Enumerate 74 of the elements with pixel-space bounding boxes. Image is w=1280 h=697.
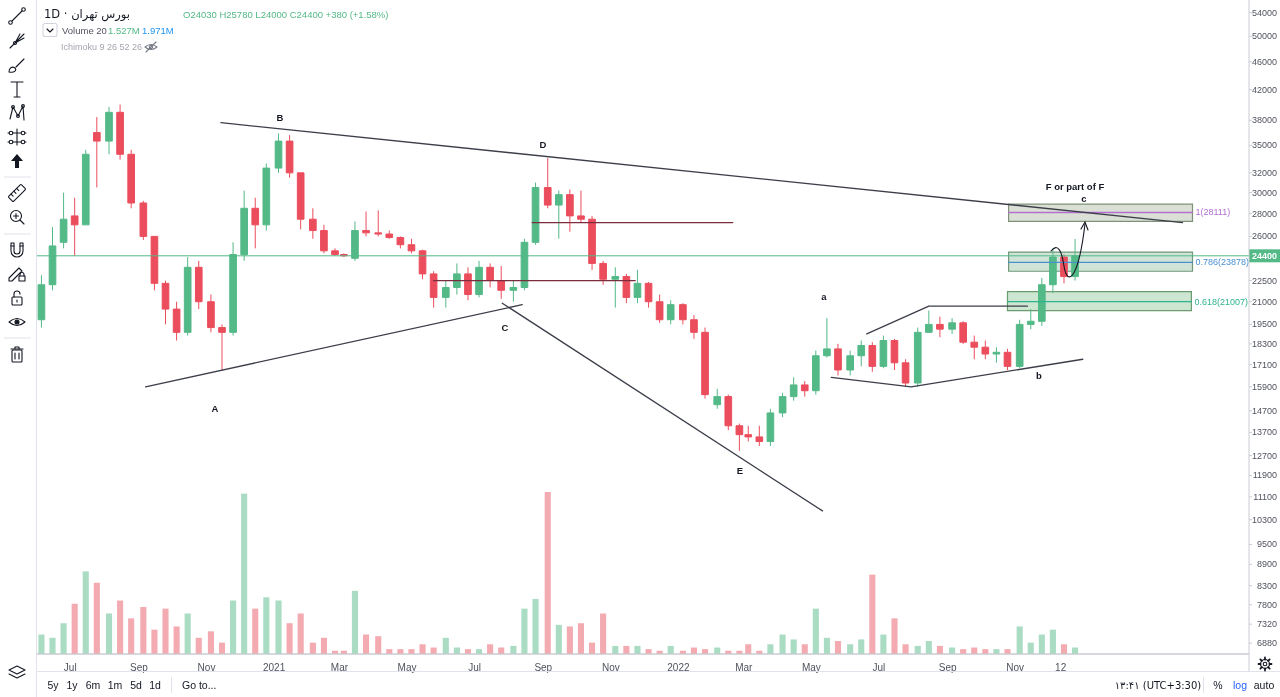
text: 1m [107, 679, 123, 691]
y-tick-label: 18300 [1251, 338, 1277, 349]
y-tick-label: 50000 [1251, 31, 1277, 42]
text: 1d [149, 679, 161, 691]
y-tick-label: 21000 [1251, 296, 1277, 307]
y-tick-label: 6880 [1256, 638, 1277, 649]
y-tick-label: 12700 [1251, 450, 1277, 461]
x-tick-label: Nov [197, 661, 216, 673]
x-tick-label: Jul [468, 661, 481, 673]
y-tick-label: 9500 [1256, 539, 1277, 550]
y-tick-label: 35000 [1251, 140, 1277, 151]
x-tick-label: May [397, 661, 417, 673]
text: log [1232, 679, 1248, 691]
x-tick-label: Sep [130, 661, 149, 673]
x-tick-label: Jul [63, 661, 77, 673]
annotation: D [539, 138, 547, 150]
text: 5d [130, 679, 142, 691]
annotation: b [1036, 369, 1043, 381]
x-tick-label: 2021 [262, 661, 286, 673]
text: O24030 H25780 L24000 C24400 +380 (+1.58%) [183, 8, 389, 20]
y-tick-label: 42000 [1251, 84, 1277, 95]
text: 1y [66, 679, 79, 691]
x-tick-label: Mar [735, 661, 754, 673]
x-tick-label: Nov [1006, 661, 1025, 673]
y-tick-label: 22500 [1251, 275, 1277, 286]
y-tick-label: 7320 [1256, 619, 1277, 630]
annotation: E [736, 464, 744, 476]
series-label: 0.786(23878) [1195, 257, 1250, 268]
text: ۱۳:۴۱ (UTC+3:30) [1114, 679, 1202, 691]
x-tick-label: Jul [872, 661, 886, 673]
y-tick-label: 19500 [1251, 319, 1277, 330]
text: 5y [47, 679, 60, 691]
y-tick-label: 8300 [1256, 580, 1277, 591]
text: % [1213, 679, 1223, 691]
annotation: Ichimoku 9 26 52 26 [61, 42, 143, 52]
annotation: B [276, 111, 284, 123]
text: auto [1253, 679, 1275, 691]
annotation: F or part of F [1045, 180, 1105, 192]
y-tick-label: 30000 [1251, 187, 1277, 198]
y-tick-label: 46000 [1251, 56, 1277, 67]
series-label: 1(28111) [1195, 207, 1231, 218]
x-tick-label: 2022 [667, 661, 691, 673]
annotation: a [821, 290, 828, 302]
annotation: C [501, 321, 509, 333]
y-tick-label: 54000 [1251, 7, 1277, 18]
x-tick-label: Sep [938, 661, 957, 673]
annotation: A [211, 402, 219, 414]
series-label: 0.618(21007) [1194, 296, 1248, 307]
x-tick-label: 12 [1055, 661, 1067, 673]
ref-line-label: 24400 [1251, 250, 1278, 261]
text: Go to... [182, 679, 217, 691]
y-tick-label: 38000 [1251, 115, 1277, 126]
y-tick-label: 32000 [1251, 167, 1277, 178]
annotation: c [1081, 192, 1087, 204]
x-tick-label: Sep [534, 661, 553, 673]
x-tick-label: Mar [330, 661, 349, 673]
y-tick-label: 15900 [1251, 381, 1277, 392]
y-tick-label: 28000 [1251, 208, 1277, 219]
y-tick-label: 7800 [1256, 599, 1277, 610]
x-tick-label: Nov [601, 661, 620, 673]
text: 1D · بورس تهران [44, 7, 131, 22]
y-tick-label: 8900 [1256, 559, 1277, 570]
annotation: 1.527M [108, 24, 140, 36]
y-tick-label: 10300 [1251, 514, 1277, 525]
y-tick-label: 11100 [1253, 491, 1277, 502]
x-tick-label: May [801, 661, 821, 673]
y-tick-label: 13700 [1251, 427, 1277, 438]
y-tick-label: 11900 [1252, 470, 1277, 481]
text: 6m [85, 679, 101, 691]
y-tick-label: 26000 [1251, 231, 1277, 242]
y-tick-label: 14700 [1251, 405, 1277, 416]
chart-title: Volume 20 [62, 24, 107, 36]
y-tick-label: 17100 [1251, 359, 1277, 370]
annotation: 1.971M [142, 24, 174, 36]
